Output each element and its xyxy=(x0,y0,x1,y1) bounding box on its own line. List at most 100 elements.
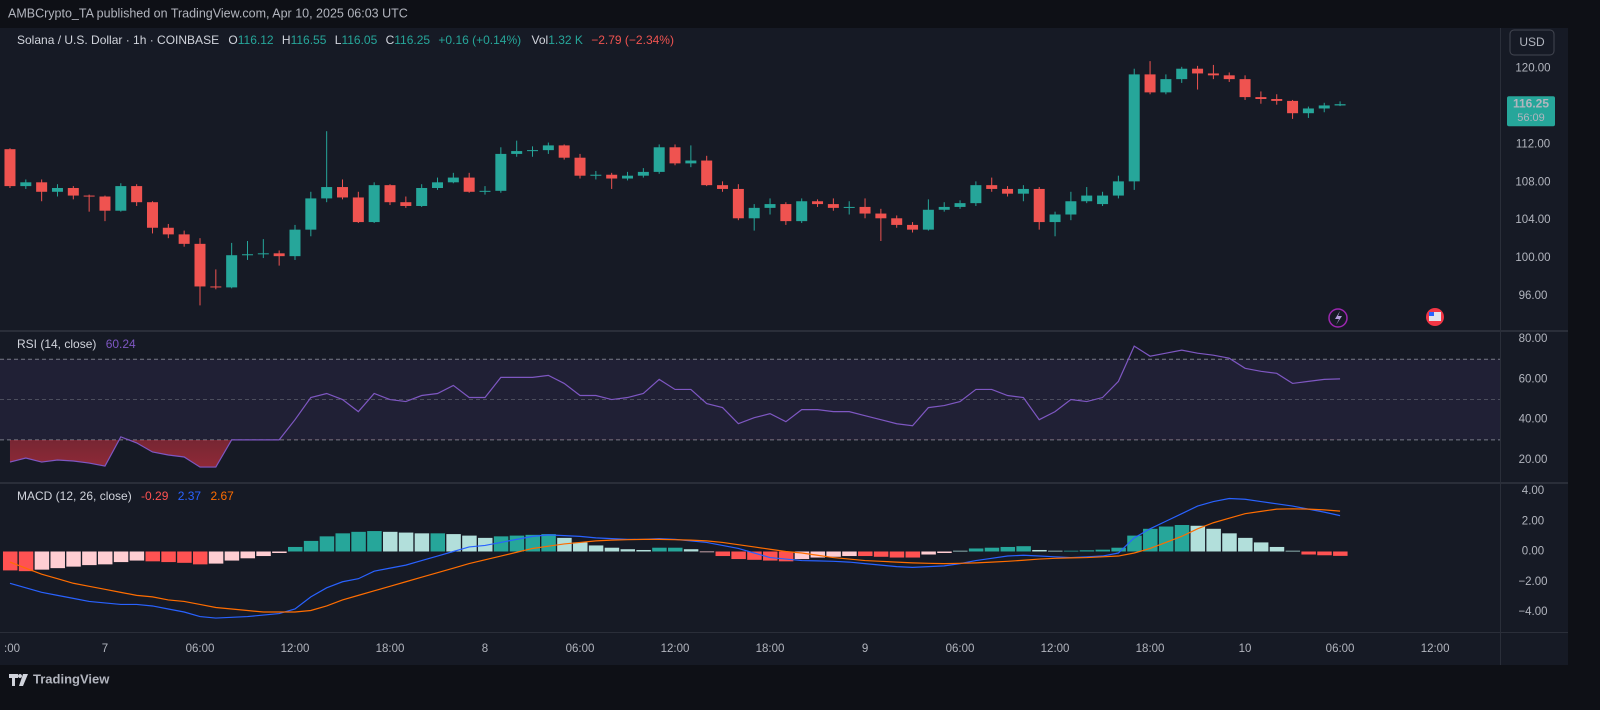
y-tick-label: 0.00 xyxy=(1522,546,1544,558)
candle-body xyxy=(4,149,16,187)
rsi-oversold-fill xyxy=(9,439,1341,468)
candle-body xyxy=(1334,104,1346,106)
histogram-bar xyxy=(240,551,255,559)
event-icon[interactable] xyxy=(1328,308,1348,328)
rsi-line xyxy=(9,345,1341,468)
histogram-bar xyxy=(462,535,477,552)
candle-body xyxy=(653,147,665,172)
x-tick-label: 18:00 xyxy=(756,643,785,655)
histogram-bar xyxy=(937,551,952,554)
y-tick-label: 4.00 xyxy=(1522,485,1544,497)
histogram-bar xyxy=(541,534,556,552)
candle-body xyxy=(352,197,364,223)
histogram-bar xyxy=(1333,551,1348,556)
candle-body xyxy=(1271,99,1283,101)
y-tick-label: −2.00 xyxy=(1518,576,1547,588)
candle-body xyxy=(495,153,507,191)
histogram-bar xyxy=(129,551,145,561)
histogram-bar xyxy=(1253,542,1269,552)
x-tick-label: 06:00 xyxy=(186,643,215,655)
candle-body xyxy=(701,160,713,186)
histogram-bar xyxy=(604,547,620,552)
histogram-bar xyxy=(82,551,97,566)
lightning-glyph[interactable] xyxy=(1335,311,1342,325)
candle-body xyxy=(194,243,206,287)
symbol-title: Solana / U.S. Dollar · 1h · COINBASE xyxy=(17,33,219,47)
histogram-bar xyxy=(953,550,968,552)
candle-body xyxy=(748,207,760,219)
candle-body xyxy=(99,196,111,211)
flag-canton[interactable] xyxy=(1429,312,1434,316)
macd-title: MACD (12, 26, close) xyxy=(17,489,132,503)
candle-body xyxy=(321,187,333,199)
histogram-bar xyxy=(620,549,636,552)
histogram-bar xyxy=(1317,551,1332,556)
candle-body xyxy=(83,195,95,197)
histogram-bar xyxy=(367,531,382,552)
candle-body xyxy=(669,147,681,164)
histogram-bar xyxy=(668,547,683,552)
candle-body xyxy=(416,187,428,206)
histogram-bar xyxy=(588,545,604,552)
candle-body xyxy=(400,202,412,206)
currency-button-frame[interactable] xyxy=(1509,29,1555,56)
candle-body xyxy=(764,204,776,208)
candle-body xyxy=(146,202,158,228)
candle-body xyxy=(875,213,887,219)
economic-event-icon[interactable] xyxy=(1426,308,1444,326)
y-tick-label: 120.00 xyxy=(1515,63,1550,75)
ohlc-label: L xyxy=(335,33,342,47)
volume-value: 1.32 K xyxy=(548,33,583,47)
histogram-bar xyxy=(763,551,778,561)
candle-body xyxy=(289,229,301,257)
candle-body xyxy=(606,174,618,179)
histogram-bar xyxy=(652,547,667,552)
histogram-bar xyxy=(414,533,430,552)
histogram-bar xyxy=(97,551,113,565)
histogram-bar xyxy=(1016,546,1031,552)
histogram-bar xyxy=(66,551,81,567)
histogram-bar xyxy=(1111,547,1126,552)
candle-body xyxy=(986,185,998,189)
histogram-bar xyxy=(113,551,129,563)
histogram-bar xyxy=(573,542,588,552)
change-value: +0.16 (+0.14%) xyxy=(438,33,521,47)
flag-glyph[interactable] xyxy=(1429,312,1441,321)
histogram-bar xyxy=(224,551,240,561)
histogram-bar xyxy=(493,536,509,552)
x-tick-label: 06:00 xyxy=(1326,643,1355,655)
histogram-bar xyxy=(557,537,572,552)
histogram-bar xyxy=(778,551,794,562)
y-tick-label: 2.00 xyxy=(1522,515,1544,527)
histogram-bar xyxy=(1063,550,1079,552)
candle-body xyxy=(922,209,934,230)
histogram-bar xyxy=(303,540,319,552)
histogram-bar xyxy=(1079,550,1095,552)
histogram-bar xyxy=(272,551,287,554)
candle-body xyxy=(827,204,839,208)
currency-button[interactable]: USD xyxy=(1509,29,1555,56)
chart-panel xyxy=(0,28,1568,665)
y-tick-label: 108.00 xyxy=(1515,176,1550,188)
x-tick-label: 12:00 xyxy=(281,643,310,655)
histogram-bar xyxy=(1222,533,1237,552)
price-label-box xyxy=(1507,96,1555,127)
candle-body xyxy=(447,177,459,183)
candle-body xyxy=(511,151,523,154)
histogram-bar xyxy=(794,551,810,560)
candle-body xyxy=(637,171,649,176)
marks xyxy=(0,61,1500,619)
currency-label[interactable]: USD xyxy=(1519,35,1545,49)
histogram-bar xyxy=(731,551,746,560)
histogram-bar xyxy=(256,551,271,557)
y-tick-label: 112.00 xyxy=(1516,138,1550,150)
y-tick-label: 80.00 xyxy=(1519,333,1548,345)
open-value: 116.12 xyxy=(238,33,274,47)
candle-body xyxy=(954,203,966,207)
candle-body xyxy=(1097,195,1109,205)
price-label: 116.25 xyxy=(1513,96,1549,110)
candle-body xyxy=(1033,188,1045,223)
rsi-legend: RSI (14, close) 60.24 xyxy=(17,337,136,351)
y-tick-label: 104.00 xyxy=(1515,214,1550,226)
